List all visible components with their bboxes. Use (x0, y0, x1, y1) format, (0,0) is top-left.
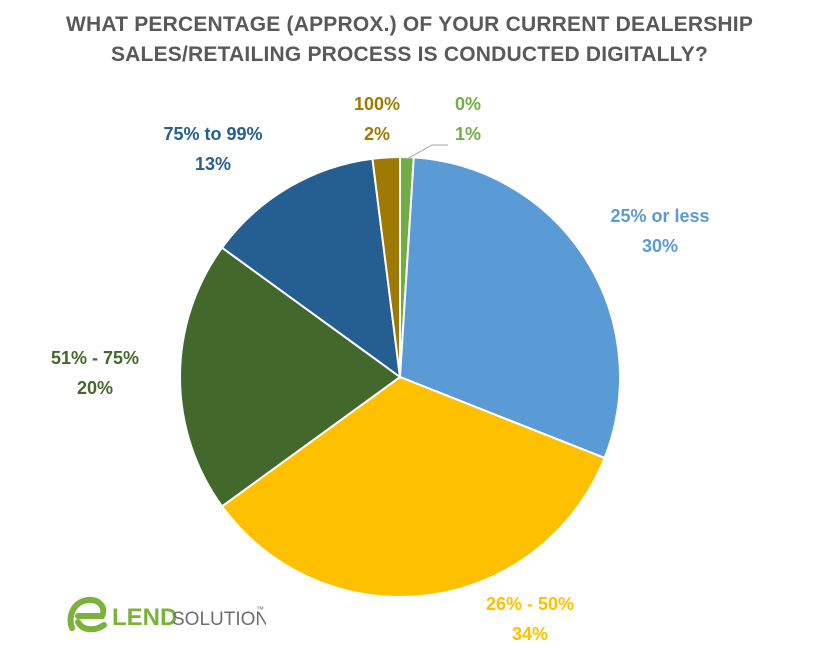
slice-labels: 0% 1% 25% or less 30% 26% - 50% 34% 51% - 75% 2… (51, 94, 710, 644)
slice-value-4: 13% (195, 154, 231, 174)
logo-e-icon (67, 596, 107, 633)
pie-slice-1 (398, 156, 621, 460)
slice-label-4: 75% to 99% (163, 124, 262, 144)
slice-value-2: 34% (512, 624, 548, 644)
slice-label-1: 25% or less (610, 206, 709, 226)
logo-word-lend: LEND (112, 604, 177, 631)
pie-slice-5 (371, 155, 401, 378)
pie-slice-3 (179, 246, 402, 508)
logo-trademark: ™ (256, 605, 264, 614)
chart-title: WHAT PERCENTAGE (APPROX.) OF YOUR CURREN… (0, 10, 819, 70)
slice-label-2: 26% - 50% (486, 594, 574, 614)
slice-value-3: 20% (77, 378, 113, 398)
chart-title-line-1: WHAT PERCENTAGE (APPROX.) OF YOUR CURREN… (65, 13, 754, 36)
leader-line-0 (406, 144, 448, 160)
slice-label-0: 0% (455, 94, 481, 114)
slice-value-5: 2% (364, 124, 390, 144)
pie-slice-4 (220, 157, 402, 380)
slice-value-0: 1% (455, 124, 481, 144)
slice-label-5: 100% (354, 94, 400, 114)
logo-word-solutions: SOLUTIONS (172, 609, 266, 630)
slice-label-3: 51% - 75% (51, 348, 139, 368)
pie-slice-2 (220, 375, 606, 598)
pie-slices (179, 155, 621, 598)
leader-lines (406, 144, 448, 160)
elend-solutions-logo: LEND SOLUTIONS ™ (67, 596, 266, 633)
slice-value-1: 30% (642, 236, 678, 256)
chart-title-line-2: SALES/RETAILING PROCESS IS CONDUCTED DIG… (110, 43, 709, 66)
